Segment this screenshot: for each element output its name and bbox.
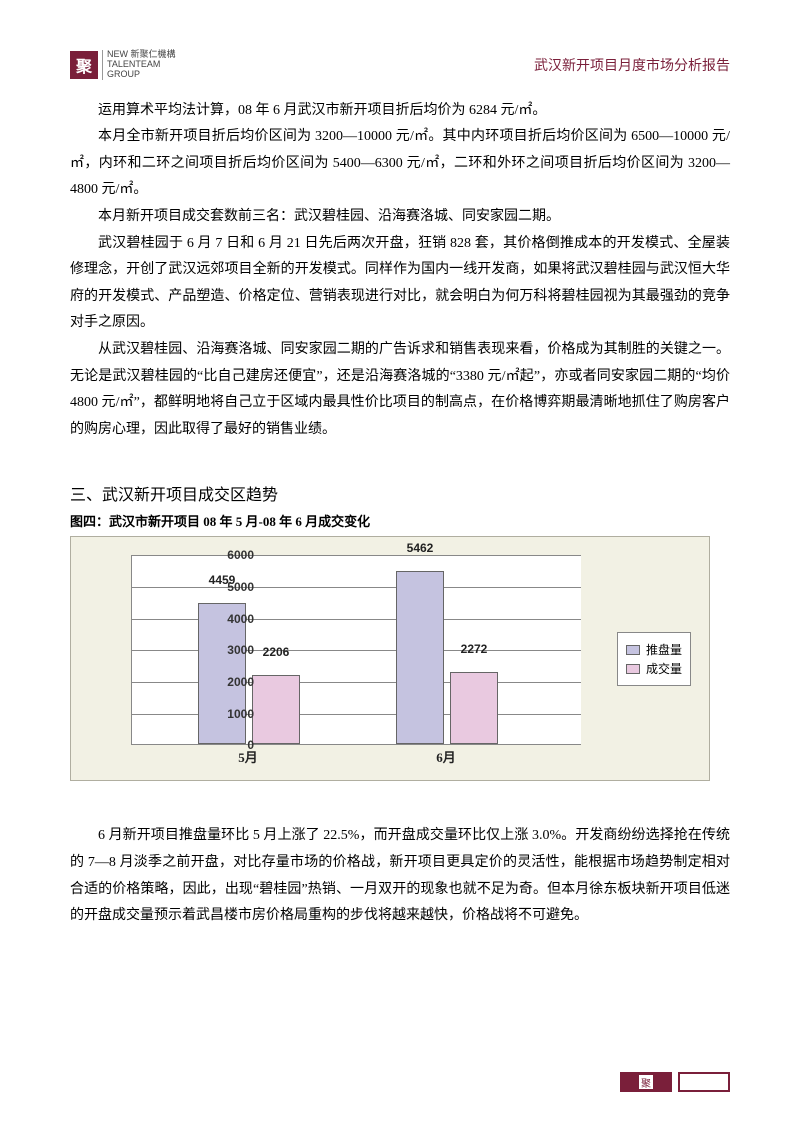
chart-xtick: 5月 (188, 747, 308, 766)
after-chart-text: 6 月新开项目推盘量环比 5 月上涨了 22.5%，而开盘成交量环比仅上涨 3.… (70, 823, 730, 929)
legend-label: 成交量 (646, 660, 682, 677)
legend-swatch-icon (626, 664, 640, 674)
chart-legend: 推盘量成交量 (617, 632, 691, 686)
chart-container: 4459220654622272 01000200030004000500060… (70, 536, 710, 781)
paragraph-3: 本月新开项目成交套数前三名：武汉碧桂园、沿海赛洛城、同安家园二期。 (70, 204, 730, 231)
chart-ytick: 1000 (214, 707, 254, 721)
chart-bar (450, 672, 498, 744)
after-chart-paragraph: 6 月新开项目推盘量环比 5 月上涨了 22.5%，而开盘成交量环比仅上涨 3.… (70, 823, 730, 929)
footer-logo-icon: 聚 (639, 1075, 653, 1089)
chart-bar-label: 5462 (395, 541, 445, 555)
chart-ytick: 6000 (214, 548, 254, 562)
section-title: 三、武汉新开项目成交区趋势 (70, 481, 730, 505)
body-text: 运用算术平均法计算，08 年 6 月武汉市新开项目折后均价为 6284 元/㎡。… (70, 98, 730, 444)
chart-xtick: 6月 (386, 747, 506, 766)
chart-bar-label: 2272 (449, 642, 499, 656)
logo-text: NEW 新聚仁機構 TALENTEAM GROUP (102, 50, 176, 80)
legend-swatch-icon (626, 645, 640, 655)
chart-ytick: 2000 (214, 675, 254, 689)
logo: 聚 NEW 新聚仁機構 TALENTEAM GROUP (70, 50, 176, 80)
logo-line3: GROUP (107, 70, 176, 80)
paragraph-5: 从武汉碧桂园、沿海赛洛城、同安家园二期的广告诉求和销售表现来看，价格成为其制胜的… (70, 337, 730, 443)
chart-ytick: 3000 (214, 643, 254, 657)
chart-bar (396, 571, 444, 744)
page-footer: 聚 (620, 1072, 730, 1092)
legend-item: 推盘量 (626, 641, 682, 658)
chart-bar-label: 2206 (251, 645, 301, 659)
chart-bar (252, 675, 300, 745)
logo-mark-icon: 聚 (70, 51, 98, 79)
paragraph-1: 运用算术平均法计算，08 年 6 月武汉市新开项目折后均价为 6284 元/㎡。 (70, 98, 730, 125)
chart-caption: 图四：武汉市新开项目 08 年 5 月-08 年 6 月成交变化 (70, 511, 730, 530)
page-header: 聚 NEW 新聚仁機構 TALENTEAM GROUP 武汉新开项目月度市场分析… (70, 50, 730, 80)
footer-badge: 聚 (620, 1072, 672, 1092)
legend-label: 推盘量 (646, 641, 682, 658)
chart-gridline (132, 555, 581, 556)
paragraph-4: 武汉碧桂园于 6 月 7 日和 6 月 21 日先后两次开盘，狂销 828 套，… (70, 231, 730, 337)
chart-ytick: 5000 (214, 580, 254, 594)
legend-item: 成交量 (626, 660, 682, 677)
footer-page-box (678, 1072, 730, 1092)
chart-plot-area: 4459220654622272 (131, 555, 581, 745)
chart-ytick: 4000 (214, 612, 254, 626)
document-title: 武汉新开项目月度市场分析报告 (534, 55, 730, 75)
paragraph-2: 本月全市新开项目折后均价区间为 3200—10000 元/㎡。其中内环项目折后均… (70, 124, 730, 204)
